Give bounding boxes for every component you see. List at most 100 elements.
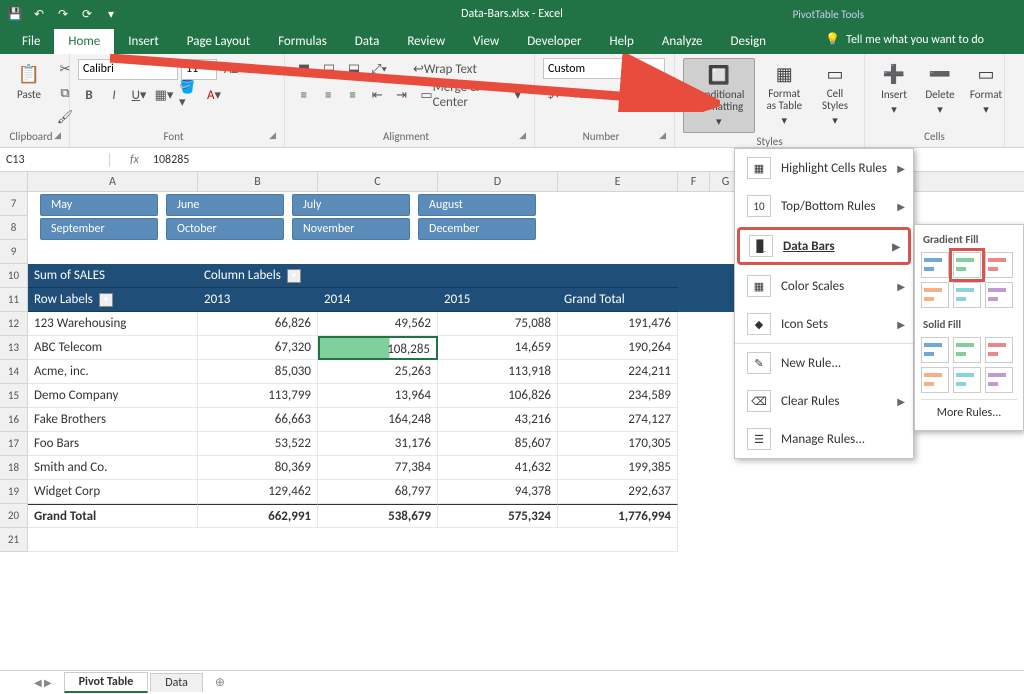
row-header[interactable]: 8 bbox=[0, 216, 28, 240]
row-header[interactable]: 19 bbox=[0, 480, 28, 504]
fill-color-icon[interactable]: 🪣▾ bbox=[178, 84, 200, 106]
slicer-button[interactable]: May bbox=[40, 194, 158, 216]
comma-icon[interactable]: , bbox=[593, 83, 615, 105]
row-header[interactable]: 21 bbox=[0, 528, 28, 552]
row-header[interactable]: 15 bbox=[0, 384, 28, 408]
pivot-value[interactable]: 199,385 bbox=[558, 456, 678, 480]
slicer-button[interactable]: August bbox=[418, 194, 536, 216]
col-header[interactable]: F bbox=[678, 172, 710, 191]
databar-gradient-green[interactable] bbox=[953, 252, 981, 278]
pivot-row-labels[interactable]: Row Labels▾ bbox=[28, 288, 198, 312]
decrease-indent-icon[interactable]: ⇤ bbox=[366, 84, 387, 106]
tab-insert[interactable]: Insert bbox=[114, 29, 173, 54]
row-header[interactable]: 17 bbox=[0, 432, 28, 456]
pivot-value[interactable]: 67,320 bbox=[198, 336, 318, 360]
pivot-col-header[interactable]: 2015 bbox=[438, 288, 558, 312]
row-header[interactable]: 10 bbox=[0, 264, 28, 288]
font-size-select[interactable] bbox=[181, 59, 217, 80]
new-sheet-icon[interactable]: ⊕ bbox=[205, 675, 235, 690]
pivot-value[interactable]: 94,378 bbox=[438, 480, 558, 504]
pivot-grand-value[interactable]: 662,991 bbox=[198, 504, 318, 528]
cf-icon-sets[interactable]: ◆Icon Sets▶ bbox=[735, 305, 913, 343]
row-header[interactable]: 20 bbox=[0, 504, 28, 528]
align-left-icon[interactable]: ≡ bbox=[293, 84, 314, 106]
pivot-col-header[interactable]: 2014 bbox=[318, 288, 438, 312]
pivot-value[interactable]: 41,632 bbox=[438, 456, 558, 480]
pivot-grand-label[interactable]: Grand Total bbox=[28, 504, 198, 528]
pivot-value[interactable]: 224,211 bbox=[558, 360, 678, 384]
italic-button[interactable]: I bbox=[103, 84, 125, 106]
row-header[interactable]: 9 bbox=[0, 240, 28, 264]
tab-home[interactable]: Home bbox=[54, 29, 114, 54]
pivot-value[interactable]: 80,369 bbox=[198, 456, 318, 480]
percent-icon[interactable]: % bbox=[568, 83, 590, 105]
pivot-value[interactable]: 66,663 bbox=[198, 408, 318, 432]
name-box[interactable]: C13 bbox=[0, 153, 110, 167]
pivot-value[interactable]: 85,607 bbox=[438, 432, 558, 456]
tab-developer[interactable]: Developer bbox=[513, 29, 595, 54]
redo-icon[interactable]: ↷ bbox=[54, 5, 72, 23]
increase-font-icon[interactable]: A▴ bbox=[220, 58, 242, 80]
undo-icon[interactable]: ↶ bbox=[30, 5, 48, 23]
pivot-row-label[interactable]: Acme, inc. bbox=[28, 360, 198, 384]
pivot-value[interactable]: 75,088 bbox=[438, 312, 558, 336]
cf-top-bottom[interactable]: 10Top/Bottom Rules▶ bbox=[735, 187, 913, 225]
decrease-font-icon[interactable]: A▾ bbox=[245, 58, 267, 80]
merge-center-button[interactable]: ▭ Merge & Center ▾ bbox=[415, 84, 526, 106]
pivot-value[interactable]: 234,589 bbox=[558, 384, 678, 408]
col-header[interactable]: B bbox=[198, 172, 318, 191]
tab-file[interactable]: File bbox=[8, 29, 54, 54]
conditional-formatting-button[interactable]: 🔲 Conditional Formatting▾ bbox=[683, 58, 755, 133]
sheet-nav[interactable]: ◀ ▶ bbox=[24, 676, 62, 689]
cf-manage-rules[interactable]: ☰Manage Rules... bbox=[735, 420, 913, 458]
select-all-corner[interactable] bbox=[0, 172, 28, 191]
col-header[interactable]: D bbox=[438, 172, 558, 191]
sheet-tab-active[interactable]: Pivot Table bbox=[64, 672, 149, 693]
cf-data-bars[interactable]: ▊Data Bars▶ bbox=[737, 227, 911, 265]
databar-gradient-cyan[interactable] bbox=[953, 282, 981, 308]
pivot-value[interactable]: 43,216 bbox=[438, 408, 558, 432]
insert-cells-button[interactable]: ➕Insert▾ bbox=[873, 58, 915, 120]
slicer-button[interactable]: July bbox=[292, 194, 410, 216]
pivot-value[interactable]: 190,264 bbox=[558, 336, 678, 360]
tab-page-layout[interactable]: Page Layout bbox=[173, 29, 264, 54]
fx-icon[interactable]: fx bbox=[122, 153, 147, 167]
row-header[interactable]: 14 bbox=[0, 360, 28, 384]
databar-more-rules[interactable]: More Rules... bbox=[921, 399, 1017, 426]
align-center-icon[interactable]: ≡ bbox=[317, 84, 338, 106]
databar-gradient-orange[interactable] bbox=[921, 282, 949, 308]
tab-formulas[interactable]: Formulas bbox=[264, 29, 341, 54]
databar-solid-red[interactable] bbox=[985, 337, 1013, 363]
tab-review[interactable]: Review bbox=[393, 29, 459, 54]
pivot-row-label[interactable]: Demo Company bbox=[28, 384, 198, 408]
orientation-icon[interactable]: ⤢▾ bbox=[368, 58, 390, 80]
pivot-value[interactable]: 53,522 bbox=[198, 432, 318, 456]
pivot-value[interactable]: 77,384 bbox=[318, 456, 438, 480]
row-header[interactable]: 16 bbox=[0, 408, 28, 432]
pivot-value[interactable]: 49,562 bbox=[318, 312, 438, 336]
slicer-button[interactable]: September bbox=[40, 218, 158, 240]
dropdown-icon[interactable]: ▾ bbox=[99, 293, 113, 307]
formula-input[interactable]: 108285 bbox=[147, 153, 190, 167]
align-right-icon[interactable]: ≡ bbox=[342, 84, 363, 106]
databar-solid-green[interactable] bbox=[953, 337, 981, 363]
row-header[interactable]: 11 bbox=[0, 288, 28, 312]
pivot-value[interactable]: 14,659 bbox=[438, 336, 558, 360]
pivot-value[interactable]: 292,637 bbox=[558, 480, 678, 504]
align-middle-icon[interactable]: ⬓ bbox=[318, 58, 340, 80]
pivot-value[interactable]: 68,797 bbox=[318, 480, 438, 504]
slicer-button[interactable]: November bbox=[292, 218, 410, 240]
pivot-row-label[interactable]: Smith and Co. bbox=[28, 456, 198, 480]
cf-new-rule[interactable]: ✎New Rule... bbox=[735, 343, 913, 382]
pivot-value[interactable]: 129,462 bbox=[198, 480, 318, 504]
decrease-decimal-icon[interactable]: ←.0 bbox=[643, 83, 665, 105]
databar-gradient-red[interactable] bbox=[985, 252, 1013, 278]
databar-solid-blue[interactable] bbox=[921, 337, 949, 363]
tab-design[interactable]: Design bbox=[717, 29, 780, 54]
pivot-value[interactable]: 164,248 bbox=[318, 408, 438, 432]
pivot-grand-value[interactable]: 538,679 bbox=[318, 504, 438, 528]
databar-gradient-blue[interactable] bbox=[921, 252, 949, 278]
align-bottom-icon[interactable]: ⬓ bbox=[343, 58, 365, 80]
border-icon[interactable]: ▦▾ bbox=[153, 84, 175, 106]
dialog-launcher-icon[interactable]: ◢ bbox=[269, 130, 276, 141]
